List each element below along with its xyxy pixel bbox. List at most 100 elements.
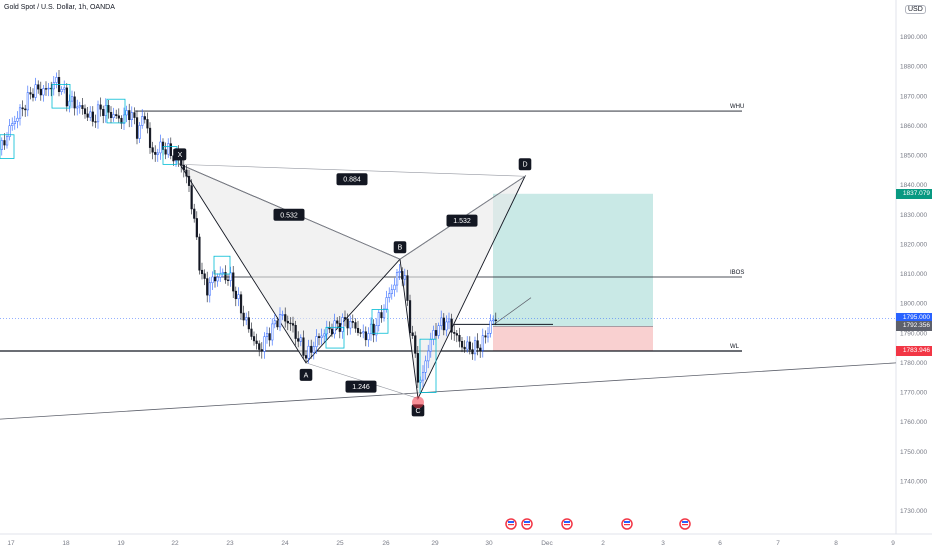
candle xyxy=(112,114,115,119)
candle xyxy=(486,333,490,338)
candle xyxy=(341,317,344,332)
candle xyxy=(242,312,245,321)
highlight-box[interactable] xyxy=(51,84,71,109)
level-label: IBOS xyxy=(730,270,744,276)
ratio-label-ac[interactable]: 1.246 xyxy=(345,380,377,393)
candle xyxy=(466,341,469,350)
us-flag-icon[interactable] xyxy=(621,518,633,530)
candle xyxy=(372,323,375,336)
candle xyxy=(44,88,48,90)
us-flag-icon[interactable] xyxy=(561,518,573,530)
x-tick-label: 3 xyxy=(661,540,665,547)
candle xyxy=(245,317,248,321)
candle xyxy=(120,117,123,124)
candle xyxy=(385,297,388,310)
y-tick-label: 1870.000 xyxy=(900,93,927,100)
point-d-label[interactable]: D xyxy=(518,158,532,171)
candle xyxy=(255,340,258,344)
candle xyxy=(16,117,19,122)
highlight-box[interactable] xyxy=(0,134,15,159)
ratio-label-xd[interactable]: 0.884 xyxy=(336,173,368,186)
candle xyxy=(81,105,84,109)
highlight-box[interactable] xyxy=(106,98,126,124)
highlight-box[interactable] xyxy=(213,255,231,275)
us-flag-icon[interactable] xyxy=(521,518,533,530)
level-label: WL xyxy=(730,344,740,350)
y-tick-label: 1860.000 xyxy=(900,123,927,130)
x-tick-label: 2 xyxy=(601,540,605,547)
target-zone[interactable] xyxy=(493,193,653,327)
ratio-label-bd[interactable]: 1.532 xyxy=(446,214,478,227)
candle xyxy=(330,328,334,335)
candle xyxy=(146,119,149,129)
x-tick-label: 29 xyxy=(431,540,439,547)
candle xyxy=(484,335,487,338)
candle xyxy=(375,325,378,336)
candle xyxy=(437,325,440,336)
candle xyxy=(143,116,146,120)
highlight-box[interactable] xyxy=(325,326,345,349)
us-flag-icon[interactable] xyxy=(679,518,691,530)
point-a-label[interactable]: A xyxy=(299,368,313,381)
candle xyxy=(182,165,185,171)
candle xyxy=(336,320,339,324)
candle xyxy=(73,96,76,109)
svg-text:B: B xyxy=(398,245,403,252)
candle xyxy=(312,346,315,353)
ratio-line-xd xyxy=(179,164,526,177)
candle xyxy=(135,117,139,139)
x-tick-label: 25 xyxy=(336,540,344,547)
candle xyxy=(195,218,198,238)
candle xyxy=(8,125,11,137)
svg-text:1.532: 1.532 xyxy=(453,218,471,225)
candle xyxy=(78,105,81,108)
candle xyxy=(167,143,170,155)
projection-line[interactable] xyxy=(493,297,532,325)
point-b-label[interactable]: B xyxy=(393,241,407,254)
point-c-marker xyxy=(412,396,424,409)
y-tick-label: 1730.000 xyxy=(900,508,927,515)
svg-text:X: X xyxy=(178,152,183,159)
candle xyxy=(190,185,193,210)
candle xyxy=(260,349,263,352)
candle xyxy=(216,277,219,282)
us-flag-icon[interactable] xyxy=(505,518,517,530)
candle xyxy=(159,141,162,154)
candle xyxy=(229,272,232,281)
highlight-box[interactable] xyxy=(419,338,437,393)
candle xyxy=(429,339,432,352)
x-tick-label: 22 xyxy=(171,540,179,547)
candle xyxy=(234,290,237,300)
candle xyxy=(304,355,308,359)
price-tag-value: 1783.946 xyxy=(902,347,930,355)
candle xyxy=(278,314,282,328)
y-tick-label: 1760.000 xyxy=(900,419,927,426)
highlight-box[interactable] xyxy=(371,309,389,334)
candle xyxy=(86,113,89,118)
candle xyxy=(356,328,360,333)
svg-text:A: A xyxy=(304,372,309,379)
candle xyxy=(291,323,295,326)
point-x-label[interactable]: X xyxy=(173,148,187,161)
candle xyxy=(99,104,102,110)
pattern-xab[interactable] xyxy=(178,163,401,364)
candle xyxy=(468,341,471,350)
candle xyxy=(362,331,365,334)
currency-selector[interactable]: USD xyxy=(905,5,926,14)
trendline[interactable] xyxy=(0,362,897,420)
candle xyxy=(367,333,370,341)
candle xyxy=(83,108,87,115)
candle xyxy=(364,331,367,341)
candle xyxy=(5,136,9,146)
candle xyxy=(476,340,479,349)
candle xyxy=(180,159,183,166)
candle xyxy=(31,93,35,98)
candle xyxy=(164,149,167,155)
candle xyxy=(13,121,16,124)
ratio-label-xb[interactable]: 0.532 xyxy=(273,208,305,221)
stop-zone[interactable] xyxy=(493,326,653,352)
candle xyxy=(380,312,383,319)
candle xyxy=(424,360,427,373)
candle xyxy=(427,350,430,362)
